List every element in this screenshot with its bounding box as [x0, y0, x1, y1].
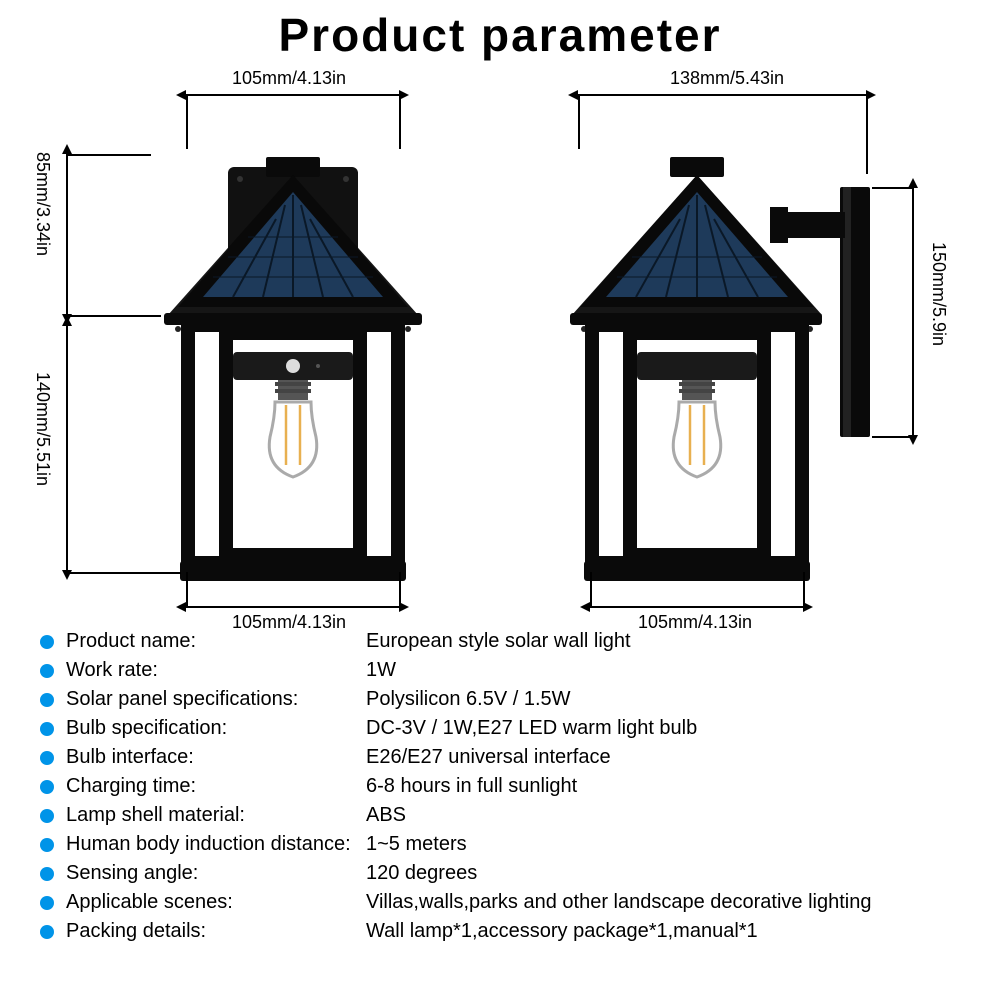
- spec-value: DC-3V / 1W,E27 LED warm light bulb: [366, 717, 970, 740]
- figures-area: 105mm/4.13in 105mm/4.13in 85mm/3.34in 14…: [0, 62, 1000, 627]
- spec-row: Charging time:6-8 hours in full sunlight: [40, 772, 970, 801]
- spec-row: Packing details:Wall lamp*1,accessory pa…: [40, 917, 970, 946]
- spec-row: Bulb interface:E26/E27 universal interfa…: [40, 743, 970, 772]
- spec-label: Solar panel specifications:: [66, 688, 366, 711]
- spec-value: 1W: [366, 659, 970, 682]
- bullet-icon: [40, 896, 54, 910]
- dim-side-top: 138mm/5.43in: [670, 68, 784, 89]
- spec-label: Human body induction distance:: [66, 833, 366, 856]
- dim-front-top: 105mm/4.13in: [232, 68, 346, 89]
- spec-row: Solar panel specifications:Polysilicon 6…: [40, 685, 970, 714]
- dim-front-left-lower: 140mm/5.51in: [32, 372, 53, 486]
- spec-value: 1~5 meters: [366, 833, 970, 856]
- bullet-icon: [40, 809, 54, 823]
- spec-value: European style solar wall light: [366, 630, 970, 653]
- spec-row: Sensing angle:120 degrees: [40, 859, 970, 888]
- bullet-icon: [40, 925, 54, 939]
- spec-value: ABS: [366, 804, 970, 827]
- spec-value: 6-8 hours in full sunlight: [366, 775, 970, 798]
- spec-label: Product name:: [66, 630, 366, 653]
- bullet-icon: [40, 693, 54, 707]
- spec-label: Packing details:: [66, 920, 366, 943]
- spec-label: Lamp shell material:: [66, 804, 366, 827]
- bullet-icon: [40, 664, 54, 678]
- dim-side-bottom: 105mm/4.13in: [638, 612, 752, 633]
- spec-label: Bulb specification:: [66, 717, 366, 740]
- spec-row: Product name:European style solar wall l…: [40, 627, 970, 656]
- spec-value: Polysilicon 6.5V / 1.5W: [366, 688, 970, 711]
- dim-side-right: 150mm/5.9in: [928, 242, 949, 346]
- spec-value: Wall lamp*1,accessory package*1,manual*1: [366, 920, 970, 943]
- page-title: Product parameter: [0, 0, 1000, 62]
- dim-front-left-upper: 85mm/3.34in: [32, 152, 53, 256]
- bullet-icon: [40, 838, 54, 852]
- spec-label: Bulb interface:: [66, 746, 366, 769]
- specs-list: Product name:European style solar wall l…: [0, 627, 1000, 946]
- spec-value: E26/E27 universal interface: [366, 746, 970, 769]
- spec-value: 120 degrees: [366, 862, 970, 885]
- bullet-icon: [40, 635, 54, 649]
- spec-label: Applicable scenes:: [66, 891, 366, 914]
- lantern-front: [158, 157, 428, 587]
- spec-row: Bulb specification:DC-3V / 1W,E27 LED wa…: [40, 714, 970, 743]
- lantern-side: [570, 157, 880, 587]
- spec-label: Work rate:: [66, 659, 366, 682]
- spec-row: Lamp shell material:ABS: [40, 801, 970, 830]
- spec-value: Villas,walls,parks and other landscape d…: [366, 891, 970, 914]
- spec-label: Sensing angle:: [66, 862, 366, 885]
- dim-front-bottom: 105mm/4.13in: [232, 612, 346, 633]
- bullet-icon: [40, 867, 54, 881]
- spec-row: Human body induction distance:1~5 meters: [40, 830, 970, 859]
- spec-row: Applicable scenes:Villas,walls,parks and…: [40, 888, 970, 917]
- spec-label: Charging time:: [66, 775, 366, 798]
- spec-row: Work rate:1W: [40, 656, 970, 685]
- bullet-icon: [40, 722, 54, 736]
- bullet-icon: [40, 751, 54, 765]
- bullet-icon: [40, 780, 54, 794]
